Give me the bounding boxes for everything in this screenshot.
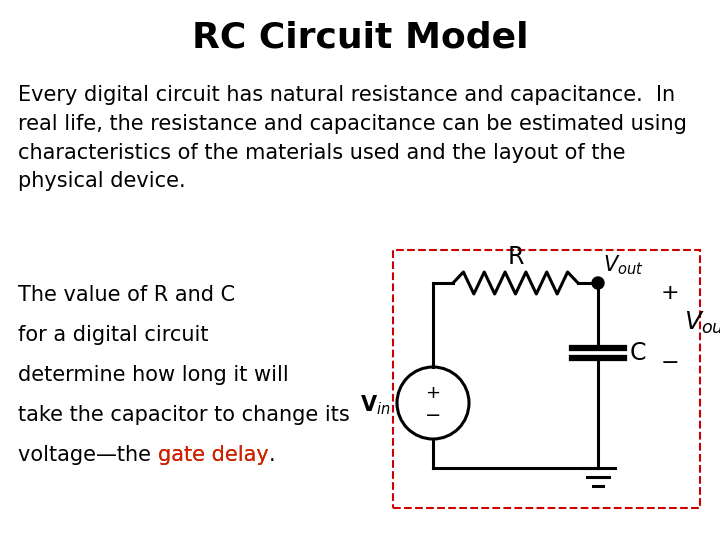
Text: $V_{out}$: $V_{out}$ bbox=[603, 253, 644, 277]
Text: for a digital circuit: for a digital circuit bbox=[18, 325, 209, 345]
Text: −: − bbox=[661, 353, 679, 373]
Text: C: C bbox=[630, 341, 647, 365]
Text: R: R bbox=[508, 245, 523, 269]
Text: The value of R and C: The value of R and C bbox=[18, 285, 235, 305]
Text: gate delay: gate delay bbox=[158, 445, 269, 465]
Text: +: + bbox=[426, 384, 441, 402]
Text: RC Circuit Model: RC Circuit Model bbox=[192, 21, 528, 55]
Text: $\mathbf{V}_{in}$: $\mathbf{V}_{in}$ bbox=[360, 393, 391, 417]
Text: gate delay: gate delay bbox=[158, 445, 269, 465]
Circle shape bbox=[592, 277, 604, 289]
Text: $V_{out}$: $V_{out}$ bbox=[684, 310, 720, 336]
Bar bbox=[393, 250, 700, 508]
Text: voltage—the: voltage—the bbox=[18, 445, 158, 465]
Text: determine how long it will: determine how long it will bbox=[18, 365, 289, 385]
Text: .: . bbox=[269, 445, 275, 465]
Text: −: − bbox=[425, 407, 441, 426]
Text: take the capacitor to change its: take the capacitor to change its bbox=[18, 405, 350, 425]
Text: +: + bbox=[661, 283, 679, 303]
Text: Every digital circuit has natural resistance and capacitance.  In
real life, the: Every digital circuit has natural resist… bbox=[18, 85, 687, 191]
